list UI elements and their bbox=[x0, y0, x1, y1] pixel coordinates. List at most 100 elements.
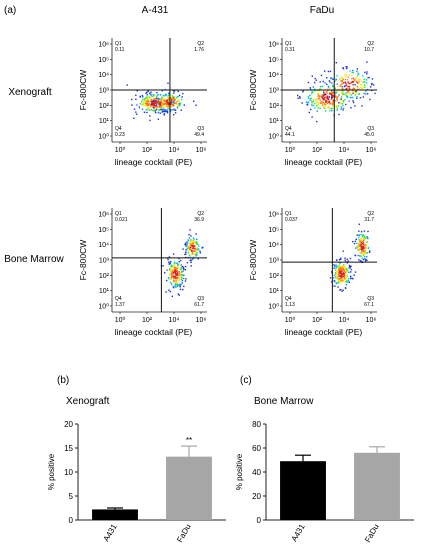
quadrant-name-q1: Q1 bbox=[285, 211, 292, 217]
quadrant-name-q3: Q3 bbox=[197, 126, 204, 132]
quadrant-value-q2: 36.9 bbox=[194, 217, 204, 223]
y-axis-title: Fc-800CW bbox=[78, 240, 88, 281]
y-axis-title: Fc-800CW bbox=[248, 240, 258, 281]
event-cloud bbox=[160, 229, 204, 297]
col-title-fadu: FaDu bbox=[310, 5, 334, 16]
quadrant-name-q2: Q2 bbox=[367, 41, 374, 47]
x-tick-label: 10⁰ bbox=[115, 316, 126, 324]
x-axis-title: lineage cocktail (PE) bbox=[285, 157, 363, 167]
panel-a-label: (a) bbox=[4, 5, 16, 16]
x-tick-label: 10² bbox=[142, 317, 153, 324]
quadrant-name-q4: Q4 bbox=[285, 296, 292, 302]
y-tick-label: 10¹ bbox=[269, 118, 280, 125]
event-cloud bbox=[126, 82, 197, 122]
bar-a431 bbox=[92, 509, 138, 520]
x-tick-label: 10⁴ bbox=[339, 317, 350, 324]
quadrant-name-q3: Q3 bbox=[197, 296, 204, 302]
y-tick-label: 10⁵ bbox=[268, 227, 279, 234]
x-tick-label: 10² bbox=[142, 147, 153, 154]
panel-b-title: Xenograft bbox=[66, 396, 110, 407]
quadrant-value-q2: 1.76 bbox=[194, 47, 204, 53]
bar-y-tick-label: 15 bbox=[64, 444, 73, 453]
y-tick-label: 10³ bbox=[269, 88, 280, 95]
quadrant-value-q3: 67.1 bbox=[364, 302, 374, 308]
x-tick-label: 10⁴ bbox=[169, 147, 180, 154]
bar-y-tick-label: 40 bbox=[252, 468, 261, 477]
bar-y-tick-label: 20 bbox=[252, 492, 261, 501]
y-tick-label: 10⁶ bbox=[268, 42, 279, 49]
y-tick-label: 10⁴ bbox=[268, 72, 279, 79]
col-title-a431: A-431 bbox=[142, 5, 169, 16]
y-tick-label: 10² bbox=[269, 103, 280, 110]
x-axis-title: lineage cocktail (PE) bbox=[285, 327, 363, 337]
y-axis-title: Fc-800CW bbox=[78, 70, 88, 111]
quadrant-value-q4: 1.13 bbox=[285, 302, 295, 308]
y-tick-label: 10² bbox=[99, 103, 110, 110]
bar-chart-xenograft: 0 5 10 15 20 % positive A431 FaDu ** bbox=[47, 420, 226, 544]
x-tick-label: 10⁶ bbox=[366, 317, 377, 324]
x-tick-label: 10⁶ bbox=[196, 147, 207, 154]
y-tick-label: 10² bbox=[269, 273, 280, 280]
x-tick-label: 10⁴ bbox=[169, 317, 180, 324]
row-title-xenograft: Xenograft bbox=[8, 87, 52, 98]
quadrant-value-q1: 0.31 bbox=[285, 47, 295, 53]
panel-b-label: (b) bbox=[57, 375, 69, 386]
y-tick-label: 10⁰ bbox=[98, 133, 109, 141]
x-tick-label: 10⁰ bbox=[285, 316, 296, 324]
category-label: A431 bbox=[290, 522, 307, 543]
bar-y-axis-title: % positive bbox=[235, 453, 244, 490]
y-tick-label: 10⁰ bbox=[268, 133, 279, 141]
bar-y-tick-label: 10 bbox=[64, 468, 73, 477]
quadrant-name-q2: Q2 bbox=[197, 211, 204, 217]
quadrant-value-q1: 0.037 bbox=[285, 217, 298, 223]
bar-fadu bbox=[354, 452, 400, 520]
row-title-bone-marrow: Bone Marrow bbox=[4, 254, 64, 265]
y-tick-label: 10⁰ bbox=[268, 303, 279, 311]
category-label: A431 bbox=[102, 522, 119, 543]
y-tick-label: 10⁴ bbox=[98, 72, 109, 79]
bar-chart-bone-marrow: 0 20 40 60 80 % positive A431 FaDu bbox=[235, 420, 414, 544]
quadrant-name-q1: Q1 bbox=[115, 211, 122, 217]
y-tick-label: 10⁰ bbox=[98, 303, 109, 311]
quadrant-name-q1: Q1 bbox=[285, 41, 292, 47]
x-axis-title: lineage cocktail (PE) bbox=[115, 157, 193, 167]
y-tick-label: 10⁶ bbox=[98, 42, 109, 49]
x-tick-label: 10⁶ bbox=[196, 317, 207, 324]
quadrant-value-q3: 61.7 bbox=[194, 302, 204, 308]
category-label: FaDu bbox=[175, 523, 193, 544]
x-tick-label: 10⁴ bbox=[339, 147, 350, 154]
y-tick-label: 10³ bbox=[99, 258, 110, 265]
quadrant-value-q2: 10.7 bbox=[364, 47, 374, 53]
panel-c-label: (c) bbox=[240, 375, 252, 386]
quadrant-name-q2: Q2 bbox=[367, 211, 374, 217]
y-tick-label: 10¹ bbox=[99, 288, 110, 295]
y-tick-label: 10¹ bbox=[269, 288, 280, 295]
bar-y-tick-label: 0 bbox=[69, 516, 74, 525]
bar-y-tick-label: 60 bbox=[252, 444, 261, 453]
y-tick-label: 10⁵ bbox=[98, 227, 109, 234]
bar-fadu bbox=[166, 456, 212, 520]
category-label: FaDu bbox=[363, 523, 381, 544]
x-tick-label: 10⁰ bbox=[285, 146, 296, 154]
y-tick-label: 10³ bbox=[99, 88, 110, 95]
quadrant-value-q3: 49.4 bbox=[194, 132, 204, 138]
quadrant-name-q3: Q3 bbox=[367, 126, 374, 132]
y-tick-label: 10² bbox=[99, 273, 110, 280]
y-tick-label: 10³ bbox=[269, 258, 280, 265]
y-axis-title: Fc-800CW bbox=[248, 70, 258, 111]
bar-y-tick-label: 20 bbox=[64, 420, 73, 429]
bar-y-axis-title: % positive bbox=[47, 453, 56, 490]
quadrant-name-q4: Q4 bbox=[115, 126, 122, 132]
x-axis-title: lineage cocktail (PE) bbox=[115, 327, 193, 337]
quadrant-value-q4: 1.37 bbox=[115, 302, 125, 308]
y-tick-label: 10⁵ bbox=[268, 57, 279, 64]
y-tick-label: 10⁶ bbox=[98, 212, 109, 219]
significance-marker: ** bbox=[186, 436, 192, 445]
quadrant-name-q4: Q4 bbox=[285, 126, 292, 132]
quadrant-value-q3: 45.0 bbox=[364, 132, 374, 138]
y-tick-label: 10¹ bbox=[99, 118, 110, 125]
quadrant-value-q1: 0.021 bbox=[115, 217, 128, 223]
